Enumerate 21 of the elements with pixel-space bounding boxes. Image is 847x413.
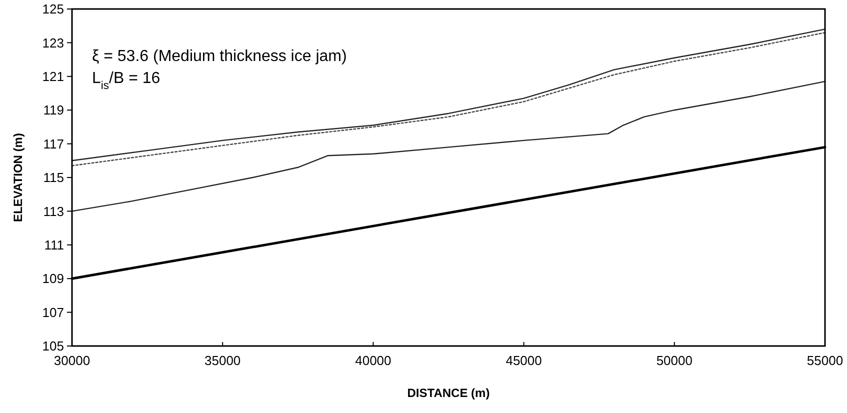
x-tick-label: 35000 [204,353,241,368]
x-tick-label: 55000 [806,353,844,368]
y-tick-label: 109 [42,271,64,286]
y-tick-label: 117 [43,136,64,152]
y-tick-label: 105 [42,338,64,354]
y-tick-label: 111 [44,237,64,252]
x-axis-title: DISTANCE (m) [407,386,490,400]
y-tick-label: 123 [42,35,64,50]
x-tick-label: 45000 [506,353,542,368]
x-tick-label: 40000 [355,353,392,368]
x-tick-label: 30000 [54,353,90,368]
annotation: L$_{is}$/B = 16 [92,70,160,92]
y-tick-label: 125 [42,2,64,17]
y-tick-label: 119 [43,102,64,118]
y-tick-label: 113 [43,204,64,219]
y-axis-title: ELEVATION (m) [11,133,25,222]
annotation: ξ = 53.6 (Medium thickness ice jam) [92,48,347,65]
y-tick-label: 115 [43,170,64,186]
x-tick-label: 50000 [656,353,692,368]
y-tick-label: 121 [42,68,64,84]
y-tick-label: 107 [42,304,64,320]
